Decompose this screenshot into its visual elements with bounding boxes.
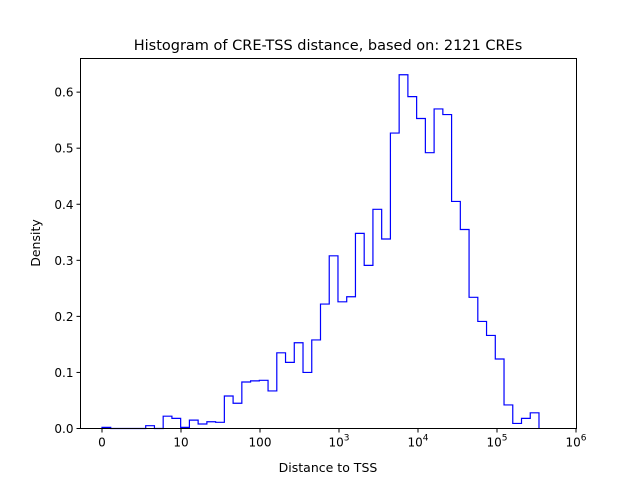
y-tick-label: 0.4 bbox=[54, 198, 73, 212]
histogram-bin bbox=[399, 75, 408, 429]
histogram-bin bbox=[163, 416, 172, 428]
histogram-bin bbox=[408, 97, 417, 429]
histogram-bin bbox=[320, 304, 329, 428]
histogram-bin bbox=[522, 418, 531, 428]
histogram-bin bbox=[417, 118, 426, 428]
histogram-bin bbox=[294, 343, 303, 429]
histogram-bin bbox=[259, 380, 268, 428]
y-tick-label: 0.6 bbox=[54, 86, 73, 100]
histogram-bin bbox=[390, 133, 399, 428]
x-tick-label: 104 bbox=[407, 434, 428, 450]
y-tick-label: 0.3 bbox=[54, 254, 73, 268]
x-tick-label: 10 bbox=[173, 436, 188, 450]
y-tick-label: 0.0 bbox=[54, 422, 73, 436]
histogram-bin bbox=[504, 405, 513, 429]
histogram-bin bbox=[373, 209, 382, 428]
histogram-bin bbox=[286, 362, 295, 428]
histogram-bin bbox=[443, 115, 452, 429]
histogram-bin bbox=[242, 382, 251, 429]
histogram-bin bbox=[277, 353, 286, 429]
histogram-bin bbox=[452, 201, 461, 428]
histogram-step-line bbox=[101, 74, 540, 430]
histogram-bin bbox=[329, 256, 338, 429]
histogram-bin bbox=[460, 229, 469, 428]
histogram-bin bbox=[513, 423, 522, 428]
histogram-bin bbox=[495, 359, 504, 429]
histogram-bin bbox=[364, 265, 373, 428]
histogram-bin bbox=[338, 302, 347, 429]
histogram-bin bbox=[478, 321, 487, 428]
histogram-bin bbox=[172, 418, 181, 428]
histogram-bin bbox=[487, 335, 496, 428]
chart-title: Histogram of CRE-TSS distance, based on:… bbox=[134, 38, 523, 54]
histogram-bin bbox=[434, 109, 443, 429]
histogram-bin bbox=[224, 396, 233, 429]
histogram-bin bbox=[382, 239, 391, 428]
histogram-bin bbox=[198, 424, 207, 428]
x-tick-label: 105 bbox=[486, 434, 507, 450]
histogram-bin bbox=[312, 340, 321, 429]
x-tick-label: 103 bbox=[328, 434, 349, 450]
histogram-bin bbox=[251, 381, 260, 429]
histogram-bin bbox=[207, 422, 216, 429]
histogram-bin bbox=[189, 420, 198, 428]
histogram-bin bbox=[303, 372, 312, 428]
x-axis-label: Distance to TSS bbox=[279, 460, 378, 475]
histogram-bin bbox=[268, 391, 277, 429]
histogram-bin bbox=[469, 297, 478, 428]
histogram-bin bbox=[355, 233, 364, 428]
y-tick-label: 0.2 bbox=[54, 310, 73, 324]
y-tick-label: 0.1 bbox=[54, 366, 73, 380]
x-tick-label: 106 bbox=[565, 434, 586, 450]
histogram-bin bbox=[530, 413, 539, 429]
plot-frame bbox=[80, 58, 577, 429]
histogram-bin bbox=[233, 403, 242, 428]
x-tick-label: 100 bbox=[249, 436, 272, 450]
y-tick-label: 0.5 bbox=[54, 142, 73, 156]
y-axis-label: Density bbox=[28, 219, 43, 267]
x-tick-label: 0 bbox=[98, 436, 106, 450]
histogram-bin bbox=[216, 422, 225, 428]
histogram-bin bbox=[425, 153, 434, 429]
histogram-bin bbox=[347, 297, 356, 429]
